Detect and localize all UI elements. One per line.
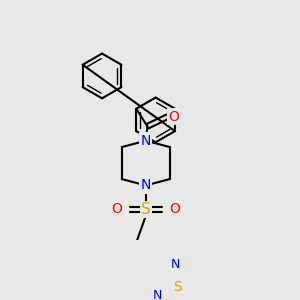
Text: O: O [168, 110, 179, 124]
Text: N: N [141, 134, 151, 148]
Text: N: N [141, 178, 151, 193]
Text: S: S [173, 280, 182, 294]
Text: S: S [141, 202, 151, 217]
Text: N: N [170, 258, 180, 271]
Text: O: O [112, 202, 122, 216]
Text: O: O [169, 202, 180, 216]
Text: N: N [152, 289, 162, 300]
